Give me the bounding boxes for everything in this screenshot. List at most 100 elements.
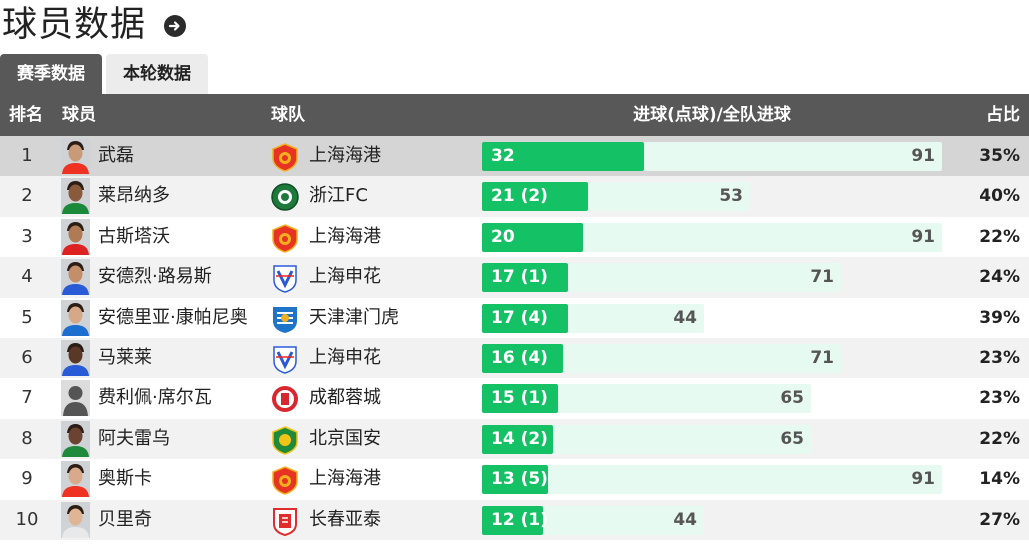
player-name[interactable]: 贝里奇 <box>98 508 152 530</box>
player-goals-label: 14 (2) <box>491 428 548 449</box>
goal-share-pct: 23% <box>979 388 1020 409</box>
shanghai-shenhua-logo[interactable] <box>270 344 300 374</box>
player-name[interactable]: 安德烈·路易斯 <box>98 266 212 288</box>
tab-season-data[interactable]: 赛季数据 <box>0 54 102 94</box>
table-row[interactable]: 3 古斯塔沃 上海海港 20 91 22% <box>0 216 1029 258</box>
table-row[interactable]: 1 武磊 上海海港 32 91 35% <box>0 136 1029 177</box>
player-goals-bar <box>482 424 553 454</box>
team-goals-label: 65 <box>780 428 804 449</box>
goal-share-pct: 24% <box>979 267 1020 288</box>
player-goals-bar <box>482 182 588 212</box>
player-avatar[interactable] <box>61 501 90 538</box>
team-name[interactable]: 长春亚泰 <box>309 508 381 530</box>
table-row[interactable]: 8 阿夫雷乌 北京国安 14 (2) 65 22% <box>0 418 1029 460</box>
shanghai-shenhua-logo[interactable] <box>270 263 300 293</box>
player-goals-bar <box>482 343 563 373</box>
goal-share-pct: 35% <box>979 146 1020 166</box>
player-name[interactable]: 武磊 <box>98 145 134 166</box>
table-header: 排名 球员 球队 进球(点球)/全队进球 占比 <box>0 94 1029 136</box>
player-avatar[interactable] <box>61 218 90 255</box>
team-name[interactable]: 上海海港 <box>309 145 381 166</box>
beijing-guoan-logo[interactable] <box>270 425 300 455</box>
goal-share-pct: 14% <box>979 469 1020 490</box>
player-goals-label: 13 (5) <box>491 469 548 490</box>
player-goals-label: 32 <box>491 146 515 166</box>
page-title: 球员数据 <box>2 5 147 45</box>
table-row[interactable]: 5 安德里亚·康帕尼奥 天津津门虎 17 (4) 44 39% <box>0 297 1029 338</box>
table-row[interactable]: 6 马莱莱 上海申花 16 (4) 71 23% <box>0 337 1029 379</box>
tianjin-tiger-logo[interactable] <box>270 304 300 334</box>
player-avatar[interactable] <box>61 259 90 296</box>
rank-cell: 4 <box>21 266 33 288</box>
player-name[interactable]: 奥斯卡 <box>98 468 152 490</box>
team-goals-label: 91 <box>911 146 935 166</box>
chengdu-rongcheng-logo[interactable] <box>270 384 300 414</box>
tab-round-data[interactable]: 本轮数据 <box>106 54 208 94</box>
player-name[interactable]: 马莱莱 <box>98 346 152 368</box>
team-name[interactable]: 成都蓉城 <box>309 387 381 409</box>
team-name[interactable]: 上海海港 <box>309 468 381 490</box>
player-avatar[interactable] <box>61 420 90 457</box>
scorers-table: 排名 球员 球队 进球(点球)/全队进球 占比 1 武磊 上海海港 32 91 35% 2 莱… <box>0 94 1029 540</box>
player-goals-label: 20 <box>491 226 515 247</box>
shanghai-port-logo[interactable] <box>270 465 300 495</box>
goal-share-pct: 22% <box>979 226 1020 247</box>
table-row[interactable]: 7 费利佩·席尔瓦 成都蓉城 15 (1) 65 23% <box>0 378 1029 419</box>
player-avatar[interactable] <box>61 138 90 174</box>
player-name[interactable]: 古斯塔沃 <box>98 225 170 247</box>
goal-share-pct: 22% <box>979 428 1020 449</box>
tab-bar: 赛季数据 本轮数据 <box>0 54 212 94</box>
table-body: 1 武磊 上海海港 32 91 35% 2 莱昂纳多 浙江FC 21 (2) 53 40% 3 古斯塔沃上… <box>0 136 1029 540</box>
team-name[interactable]: 上海海港 <box>309 225 381 247</box>
player-name[interactable]: 阿夫雷乌 <box>98 427 170 449</box>
team-name[interactable]: 上海申花 <box>309 346 381 368</box>
player-name[interactable]: 费利佩·席尔瓦 <box>98 387 212 409</box>
table-row[interactable]: 2 莱昂纳多 浙江FC 21 (2) 53 40% <box>0 176 1029 217</box>
rank-cell: 2 <box>21 185 33 207</box>
player-goals-label: 17 (1) <box>491 267 548 288</box>
player-avatar[interactable] <box>61 461 90 498</box>
player-goals-label: 16 (4) <box>491 347 548 368</box>
team-goals-label: 91 <box>911 226 935 247</box>
team-goals-label: 71 <box>810 347 834 368</box>
player-avatar[interactable] <box>61 380 90 417</box>
team-name[interactable]: 浙江FC <box>309 185 368 207</box>
shanghai-port-logo[interactable] <box>270 142 300 172</box>
player-avatar[interactable] <box>61 178 90 215</box>
team-goals-label: 44 <box>673 509 697 530</box>
player-name[interactable]: 莱昂纳多 <box>98 185 170 207</box>
rank-cell: 6 <box>21 346 33 368</box>
column-header-team[interactable]: 球队 <box>271 105 305 125</box>
player-goals-bar <box>482 303 568 333</box>
player-avatar[interactable] <box>61 299 90 336</box>
rank-cell: 3 <box>21 225 33 247</box>
column-header-goals[interactable]: 进球(点球)/全队进球 <box>633 105 791 125</box>
player-goals-bar <box>482 465 548 495</box>
player-goals-bar <box>482 263 568 293</box>
table-row[interactable]: 9 奥斯卡 上海海港 13 (5) 91 14% <box>0 459 1029 500</box>
zhejiang-fc-logo[interactable] <box>270 182 300 212</box>
player-name[interactable]: 安德里亚·康帕尼奥 <box>98 306 248 328</box>
player-avatar[interactable] <box>61 339 90 376</box>
team-goals-label: 71 <box>810 267 834 288</box>
team-goals-bar <box>482 465 942 495</box>
team-name[interactable]: 北京国安 <box>309 427 381 449</box>
player-goals-bar <box>482 222 583 252</box>
rank-cell: 1 <box>21 145 33 166</box>
team-name[interactable]: 上海申花 <box>309 266 381 288</box>
table-row[interactable]: 10 贝里奇 长春亚泰 12 (1) 44 27% <box>0 499 1029 540</box>
player-goals-bar <box>482 142 644 171</box>
column-header-player[interactable]: 球员 <box>62 105 96 125</box>
column-header-rank[interactable]: 排名 <box>9 105 43 125</box>
team-goals-label: 53 <box>719 186 743 207</box>
player-goals-label: 21 (2) <box>491 186 548 207</box>
player-goals-label: 17 (4) <box>491 307 548 328</box>
player-goals-bar <box>482 384 558 414</box>
shanghai-port-logo[interactable] <box>270 223 300 253</box>
changchun-yatai-logo[interactable] <box>270 506 300 536</box>
team-goals-label: 65 <box>780 388 804 409</box>
arrow-right-circle-icon[interactable] <box>164 15 187 37</box>
table-row[interactable]: 4 安德烈·路易斯 上海申花 17 (1) 71 24% <box>0 257 1029 298</box>
team-name[interactable]: 天津津门虎 <box>309 306 399 328</box>
column-header-pct[interactable]: 占比 <box>986 105 1020 125</box>
